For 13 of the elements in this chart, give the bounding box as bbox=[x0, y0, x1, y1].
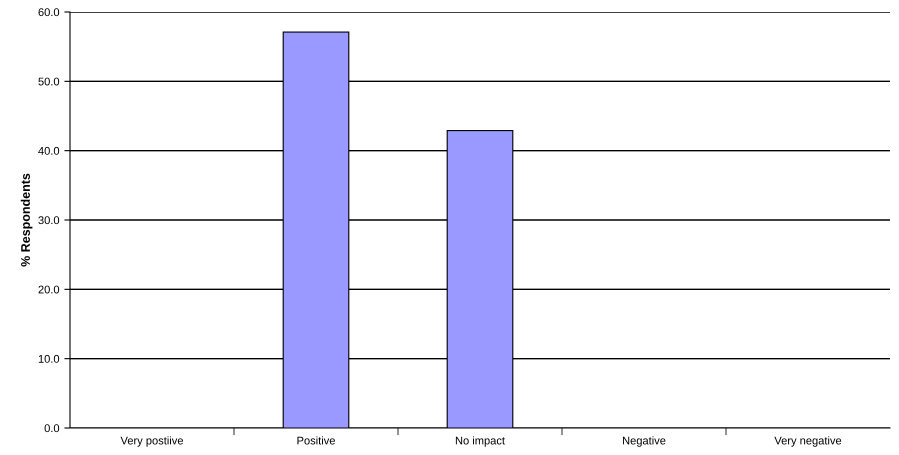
y-tick-label: 10.0 bbox=[38, 354, 60, 363]
x-tick-label: Positive bbox=[297, 436, 335, 444]
x-tick-label: No impact bbox=[456, 436, 505, 447]
x-tick-label: Very postiive bbox=[120, 436, 184, 447]
y-tick-label: 50.0 bbox=[38, 78, 60, 86]
x-tick-label: Negative bbox=[622, 436, 666, 447]
y-tick-label: 20.0 bbox=[38, 286, 60, 294]
y-tick-label: 30.0 bbox=[38, 216, 60, 224]
y-tick-label: 40.0 bbox=[38, 146, 60, 155]
y-tick-label: 60.0 bbox=[38, 8, 60, 16]
x-tick-label: Very negative bbox=[774, 436, 842, 447]
y-tick-label: 0.0 bbox=[44, 424, 60, 432]
y-axis-title: % Respondents bbox=[20, 174, 32, 267]
